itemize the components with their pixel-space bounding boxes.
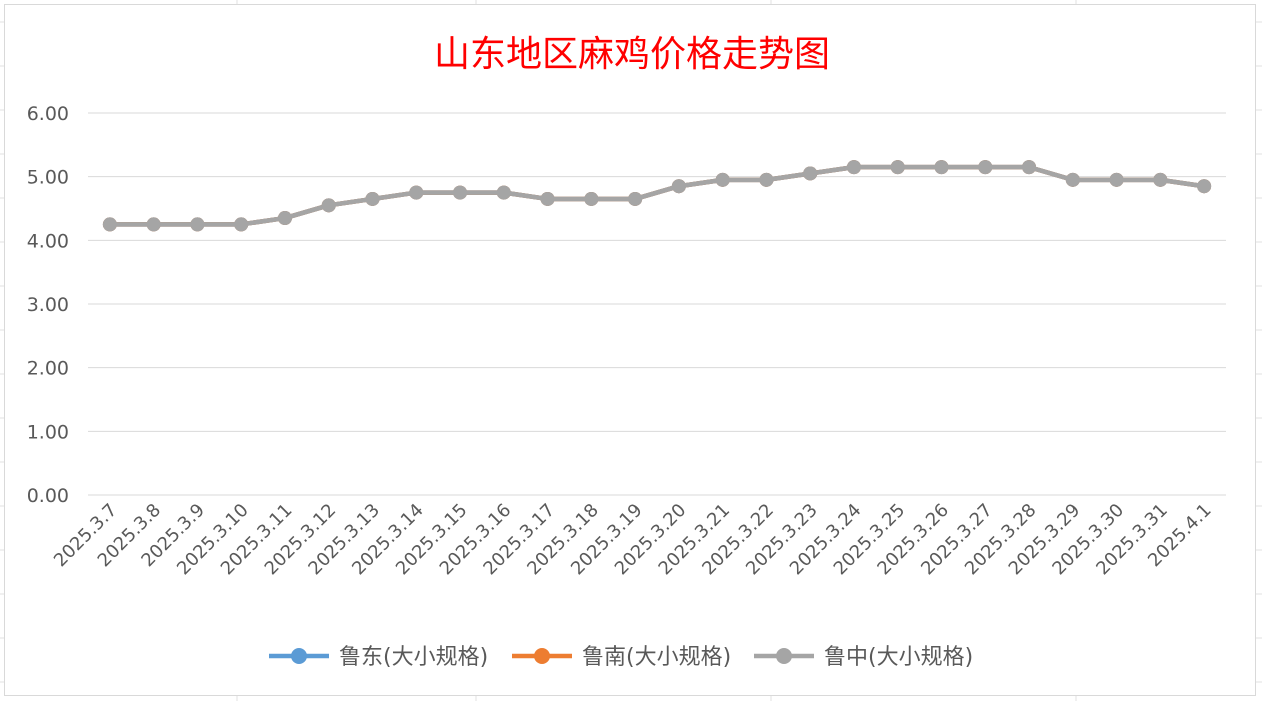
legend-item-2[interactable]: 鲁南(大小规格) <box>512 645 731 670</box>
gridlines <box>88 112 1226 496</box>
y-tick-label: 4.00 <box>27 230 69 252</box>
legend[interactable]: 鲁东(大小规格) 鲁南(大小规格) 鲁中(大小规格) <box>269 645 973 670</box>
data-point <box>496 185 511 200</box>
data-point <box>628 191 643 206</box>
chart-frame[interactable]: 山东地区麻鸡价格走势图 0.00 1.00 2.00 3.00 4.00 5.00 6.00… <box>4 4 1256 696</box>
legend-item-1[interactable]: 鲁东(大小规格) <box>269 645 488 670</box>
data-point <box>540 191 555 206</box>
y-tick-label: 3.00 <box>27 294 69 316</box>
series-lines <box>102 160 1212 232</box>
y-tick-label: 1.00 <box>27 421 69 443</box>
legend-label: 鲁东(大小规格) <box>339 645 488 670</box>
data-point <box>453 185 468 200</box>
legend-label: 鲁中(大小规格) <box>824 645 973 670</box>
y-tick-label: 6.00 <box>27 103 69 125</box>
data-point <box>321 198 336 213</box>
data-point <box>1153 172 1168 187</box>
legend-dot-marker <box>291 648 307 664</box>
data-point <box>234 217 249 232</box>
data-point <box>190 217 205 232</box>
chart-title: 山东地区麻鸡价格走势图 <box>434 34 830 75</box>
series-line <box>109 164 1205 227</box>
data-point <box>1022 160 1037 175</box>
legend-item-3[interactable]: 鲁中(大小规格) <box>754 645 973 670</box>
data-point <box>146 217 161 232</box>
data-point <box>934 160 949 175</box>
legend-dot-marker <box>776 648 792 664</box>
data-point <box>277 211 292 226</box>
data-point <box>978 160 993 175</box>
data-point <box>102 217 117 232</box>
series-line <box>109 164 1205 227</box>
data-point <box>409 185 424 200</box>
series-line <box>109 164 1205 227</box>
data-point <box>890 160 905 175</box>
data-point <box>846 160 861 175</box>
y-axis-ticks: 0.00 1.00 2.00 3.00 4.00 5.00 6.00 <box>27 103 69 507</box>
line-chart: 山东地区麻鸡价格走势图 0.00 1.00 2.00 3.00 4.00 5.00 6.00… <box>27 34 1226 670</box>
legend-dot-marker <box>534 648 550 664</box>
x-axis-ticks: 2025.3.72025.3.82025.3.92025.3.102025.3.… <box>50 500 1216 580</box>
y-tick-label: 5.00 <box>27 167 69 189</box>
data-point <box>1197 179 1212 194</box>
data-point <box>584 191 599 206</box>
data-point <box>803 166 818 181</box>
data-point <box>365 191 380 206</box>
data-point <box>1065 172 1080 187</box>
data-point <box>1109 172 1124 187</box>
data-point <box>759 172 774 187</box>
data-point <box>671 179 686 194</box>
y-tick-label: 2.00 <box>27 358 69 380</box>
y-tick-label: 0.00 <box>27 485 69 507</box>
series-3 <box>102 160 1212 232</box>
data-point <box>715 172 730 187</box>
legend-label: 鲁南(大小规格) <box>582 645 731 670</box>
